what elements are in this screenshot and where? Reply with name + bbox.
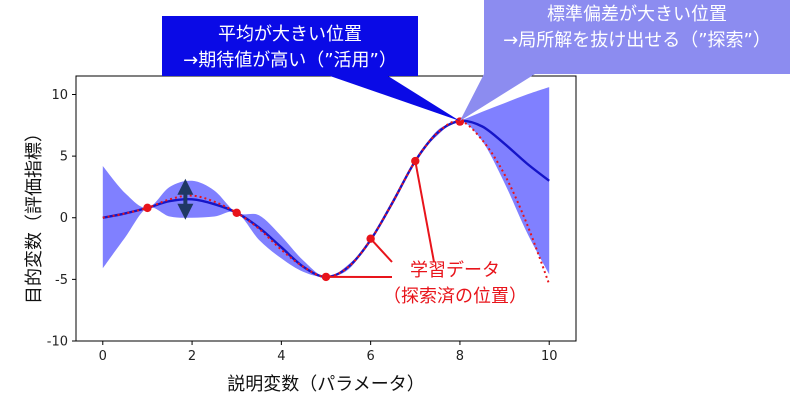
y-tick-label: 10 xyxy=(51,88,68,103)
x-tick-label: 2 xyxy=(188,349,196,364)
y-axis-title: 目的変数（評価指標） xyxy=(24,124,45,304)
explore-callout-line1: 標準偏差が大きい位置 xyxy=(547,4,727,25)
callout-layer xyxy=(162,0,790,278)
exploit-callout-pointer xyxy=(330,76,460,121)
uncertainty-arrow-head-up xyxy=(177,178,194,195)
x-tick-label: 8 xyxy=(456,349,464,364)
explore-callout-pointer xyxy=(459,74,535,121)
y-tick-label: -10 xyxy=(47,335,68,350)
explore-callout-line2: →局所解を抜け出せる（”探索”） xyxy=(503,30,771,51)
observation-point xyxy=(143,203,152,213)
exploit-callout-line2: →期待値が高い（”活用”） xyxy=(183,50,397,71)
explore-callout-box xyxy=(484,0,790,74)
x-tick-label: 0 xyxy=(99,349,107,364)
y-tick-label: -5 xyxy=(55,273,68,288)
x-tick-label: 10 xyxy=(541,349,558,364)
y-tick-label: 0 xyxy=(60,211,68,226)
data-leader-line xyxy=(369,238,393,263)
confidence-band-layer xyxy=(102,87,550,277)
x-axis-title: 説明変数（パラメータ） xyxy=(227,374,424,395)
data-leader-line xyxy=(414,160,435,263)
uncertainty-arrow-layer xyxy=(177,178,194,220)
x-tick-label: 4 xyxy=(277,349,285,364)
exploit-callout-line1: 平均が大きい位置 xyxy=(218,24,362,45)
uncertainty-arrow-head-down xyxy=(177,203,194,220)
x-tick-label: 6 xyxy=(367,349,375,364)
y-tick-label: 5 xyxy=(60,150,68,165)
data-annotation-line1: 学習データ xyxy=(410,260,500,281)
confidence-band xyxy=(102,87,550,277)
exploit-callout-box xyxy=(162,16,418,76)
observation-point xyxy=(232,208,241,218)
data-annotation-line2: （探索済の位置） xyxy=(383,286,527,307)
